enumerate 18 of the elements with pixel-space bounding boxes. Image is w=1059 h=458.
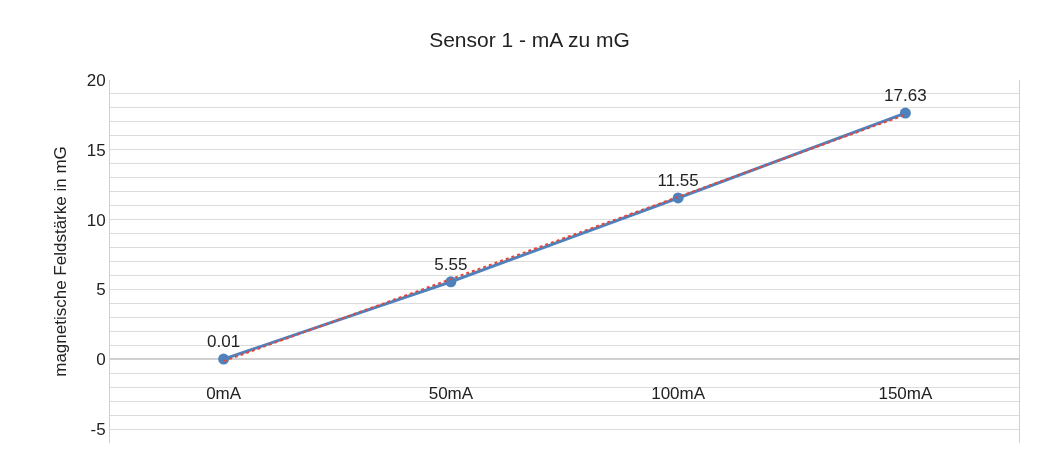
x-tick-label: 50mA (428, 384, 474, 404)
x-tick-label: 150mA (878, 384, 933, 404)
chart-title: Sensor 1 - mA zu mG (429, 27, 630, 51)
data-label: 0.01 (207, 331, 241, 351)
point (218, 353, 230, 365)
data-label: 5.55 (434, 254, 468, 274)
x-tick-label: 100mA (651, 384, 706, 404)
y-tick-label: 20 (86, 70, 106, 90)
data-label: 17.63 (884, 85, 927, 105)
y-tick-label: -5 (90, 419, 106, 439)
y-tick-label: 5 (96, 280, 106, 300)
y-tick-label: 15 (86, 140, 106, 160)
x-tick-label: 0mA (206, 384, 242, 404)
data-label: 11.55 (657, 170, 699, 190)
y-tick-label: 10 (86, 210, 106, 230)
y-tick-label: 0 (96, 350, 106, 370)
y-axis-title: magnetische Feldstärke in mG (51, 146, 71, 377)
point (899, 107, 911, 119)
